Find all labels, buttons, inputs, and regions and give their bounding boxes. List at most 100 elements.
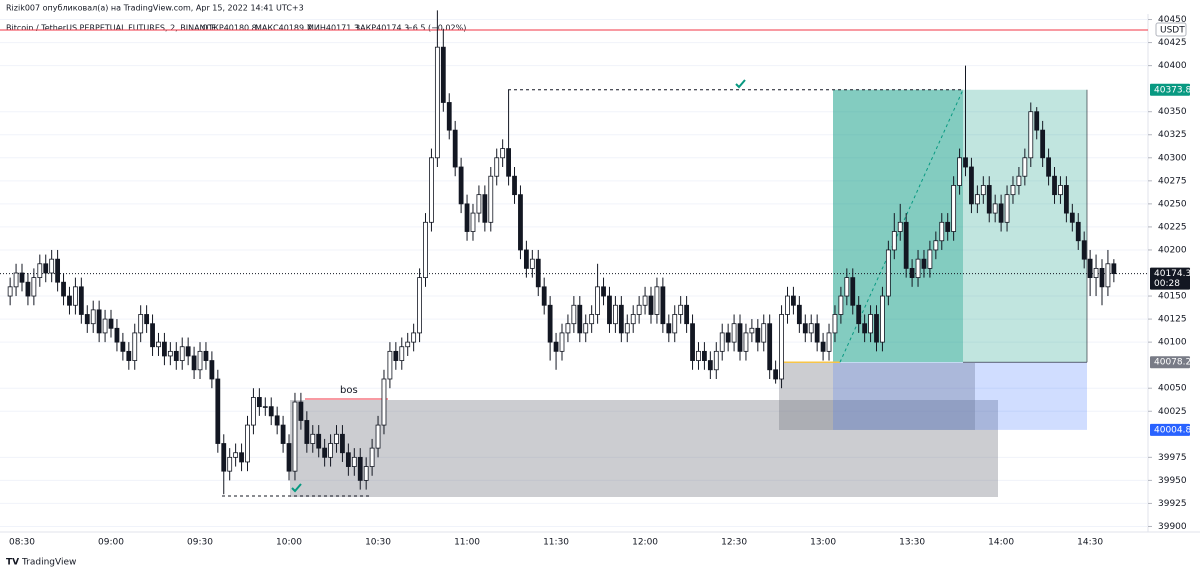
candle-body [725,332,731,343]
candle-body [393,350,399,361]
candle-body [951,185,957,232]
candle-body [191,355,197,371]
y-tick-label: 39950 [1158,476,1187,486]
candle-body [583,323,589,334]
candle-body [423,221,428,279]
candle-body [589,314,595,325]
stop-label-bg [1150,423,1190,436]
candle-body [1046,157,1051,177]
candle-body [108,318,114,329]
change: −6.5 (−0.02%) [406,24,466,33]
y-tick-label: 40300 [1158,153,1187,163]
candle-body [1105,263,1111,288]
candle-body [61,281,66,297]
candle-body [1063,185,1069,214]
candle-body [464,203,470,232]
currency-bg [1155,22,1187,37]
candle-body [696,350,701,361]
candle-body [969,166,974,205]
candle-body [286,443,292,472]
candle-body [618,304,624,334]
candle-body [233,452,239,458]
candle-body [334,433,339,444]
candle-body [1093,267,1099,279]
candle-body [690,323,695,361]
y-tick-label: 39900 [1158,522,1187,532]
candle-body [1087,258,1093,279]
candle-body [891,231,897,251]
candle-body [814,323,820,343]
candle-body [523,249,529,269]
candle-body [992,203,998,214]
open: ОТКР40180.8 [202,24,257,33]
candle-body [73,286,78,306]
candle-body [357,456,363,481]
candle-body [363,466,369,481]
candle-body [773,369,779,380]
candle-body [767,323,773,371]
stop-zone-ext [975,362,1087,430]
entry-label-bg [1150,356,1190,369]
candle-body [150,323,155,348]
candle-body [749,327,755,334]
candle-body [802,323,808,334]
candle-body [624,323,630,334]
candle-body [43,263,49,274]
candle-body [553,341,559,352]
candle-body [862,323,868,334]
candle-body [25,281,31,297]
candle-body [654,286,660,315]
y-tick-label: 40350 [1158,107,1187,117]
candle-body [292,401,298,472]
candle-body [132,332,138,361]
candle-body [84,314,90,325]
y-tick-label: 40025 [1158,407,1187,417]
candle-body [126,350,132,361]
candle-body [541,286,547,306]
candle-body [1016,175,1022,186]
candle-body [927,249,933,269]
brand-logo: 𝗧𝗩 [6,558,19,568]
candle-body [114,327,120,343]
high: МАКС40189.7 [255,24,312,33]
candle-body [488,175,494,223]
candle-body [446,102,452,131]
y-tick-label: 40100 [1158,338,1187,348]
candle-body [13,272,19,288]
candle-body [660,286,666,325]
currency: USDT [1160,26,1185,36]
candle-body [55,258,61,283]
y-tick-label: 40325 [1158,130,1187,140]
candle-body [957,157,962,186]
candle-body [571,304,577,325]
candle-body [998,203,1004,223]
candle-body [565,323,571,334]
candle-body [274,415,280,426]
candle-body [921,258,927,269]
candle-body [102,318,108,334]
candle-body [678,304,684,315]
candle-body [791,295,796,306]
candle-body [1075,221,1081,242]
candle-body [648,295,654,315]
candle-body [96,309,102,334]
candle-body [630,314,636,325]
candle-body [963,157,968,168]
candle-body [547,304,553,343]
y-tick-label: 40400 [1158,61,1187,71]
candle-body [713,350,719,371]
candle-body [1040,129,1046,159]
candle-body [512,175,517,196]
candle-body [411,332,417,343]
range-box [290,400,998,497]
x-tick-label: 13:00 [810,538,836,548]
candle-body [684,304,690,325]
candle-body [743,332,749,352]
y-tick-label: 40125 [1158,315,1187,325]
last-price-label: 40174.3 [1154,269,1191,279]
candle-body [719,332,725,352]
candle-body [796,304,802,325]
candle-body [1028,111,1034,159]
x-tick-label: 12:30 [721,538,747,548]
